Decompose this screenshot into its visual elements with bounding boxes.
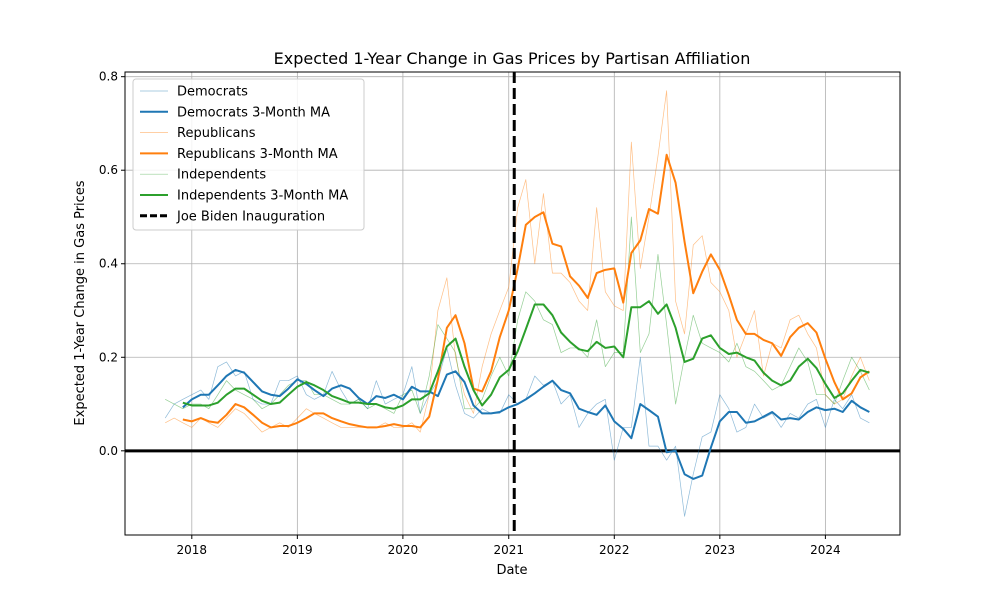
legend-label: Democrats 3-Month MA: [177, 105, 330, 120]
y-axis-label: Expected 1-Year Change in Gas Prices: [73, 180, 88, 425]
legend-label: Republicans 3-Month MA: [177, 147, 338, 162]
x-axis: 2018 2019 2020 2021 2022 2023 2024: [177, 535, 841, 557]
chart-title: Expected 1-Year Change in Gas Prices by …: [274, 49, 751, 68]
legend-label: Democrats: [177, 85, 248, 100]
legend-label: Independents: [177, 168, 266, 183]
y-tick-label: 0.2: [99, 350, 118, 364]
x-tick-label: 2018: [177, 543, 208, 557]
x-tick-label: 2022: [599, 543, 630, 557]
x-tick-label: 2021: [493, 543, 524, 557]
y-tick-label: 0.6: [99, 163, 118, 177]
x-tick-label: 2023: [705, 543, 736, 557]
x-tick-label: 2019: [282, 543, 313, 557]
y-axis: 0.0 0.2 0.4 0.6 0.8: [99, 70, 125, 458]
legend-label: Republicans: [177, 126, 256, 141]
y-tick-label: 0.4: [99, 257, 118, 271]
series-line-republicans: [165, 90, 870, 433]
series-line-independents-3-month-ma: [182, 300, 870, 410]
legend: Democrats Democrats 3-Month MA Republicans…: [132, 78, 365, 231]
y-tick-label: 0.8: [99, 70, 118, 84]
series-group: [164, 90, 870, 517]
x-tick-label: 2024: [810, 543, 841, 557]
x-axis-label: Date: [496, 563, 527, 578]
series-line-republicans-3-month-ma: [182, 153, 870, 429]
series-line-independents: [165, 216, 870, 414]
series-line-democrats-3-month-ma: [182, 368, 870, 480]
legend-box: [132, 78, 365, 231]
x-tick-label: 2020: [388, 543, 419, 557]
legend-label: Joe Biden Inauguration: [176, 209, 325, 224]
legend-label: Independents 3-Month MA: [177, 189, 348, 204]
y-tick-label: 0.0: [99, 444, 118, 458]
plot-frame: [124, 71, 901, 536]
